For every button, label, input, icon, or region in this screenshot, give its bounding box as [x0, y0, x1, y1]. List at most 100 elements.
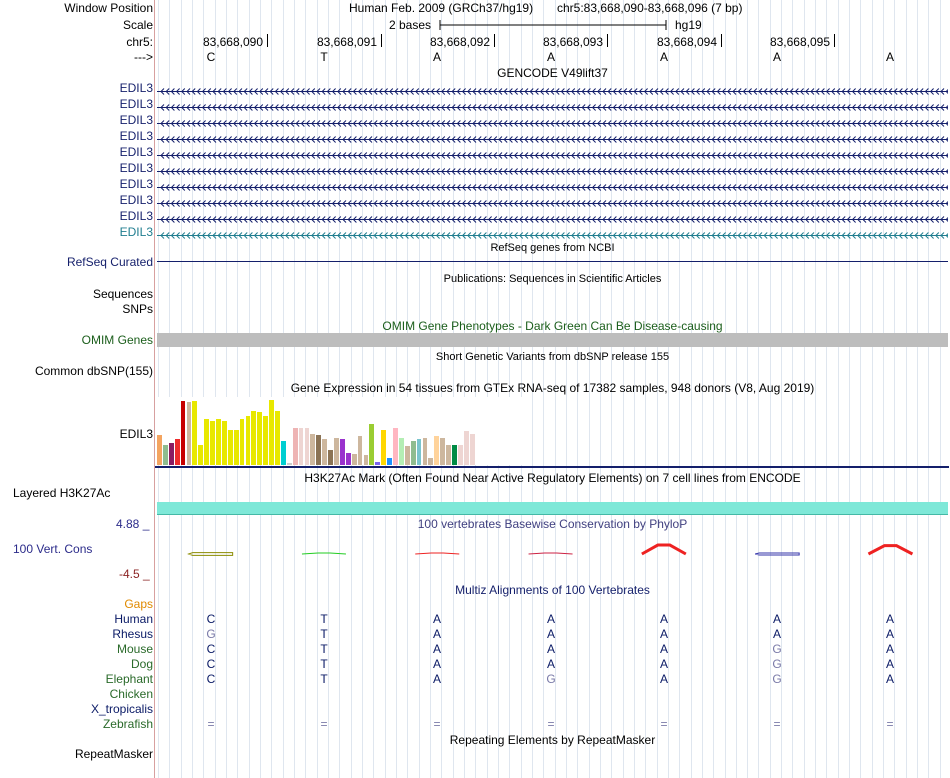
gtex-tissue-bar[interactable]	[351, 454, 357, 465]
gtex-tissue-bar[interactable]	[263, 416, 269, 465]
gtex-tissue-bar[interactable]	[422, 438, 428, 465]
multiz-species-label[interactable]: Rhesus	[112, 627, 153, 641]
gencode-transcript-label[interactable]: EDIL3	[119, 145, 153, 159]
phylop-value-mark[interactable]	[415, 552, 460, 555]
gtex-tissue-bar[interactable]	[304, 428, 310, 465]
gtex-tissue-bar[interactable]	[328, 450, 333, 465]
gtex-tissue-bar[interactable]	[275, 411, 280, 465]
gencode-transcript-strand[interactable]	[157, 100, 950, 111]
phylop-value-mark[interactable]	[867, 544, 914, 556]
gtex-tissue-bar[interactable]	[233, 430, 239, 465]
gencode-transcript-label[interactable]: EDIL3	[119, 193, 153, 207]
gtex-tissue-bar[interactable]	[375, 462, 381, 465]
gtex-tissue-bar[interactable]	[463, 431, 469, 465]
omim-gene-bar[interactable]	[157, 333, 948, 347]
multiz-species-label[interactable]: Dog	[130, 657, 153, 671]
gencode-transcript-strand[interactable]	[157, 148, 950, 159]
gtex-tissue-bar[interactable]	[186, 402, 192, 465]
gtex-tissue-bar[interactable]	[180, 401, 186, 465]
gtex-tissue-bar[interactable]	[452, 445, 457, 465]
gtex-tissue-bar[interactable]	[416, 439, 422, 465]
gtex-tissue-bar[interactable]	[410, 441, 416, 465]
gtex-tissue-bar[interactable]	[381, 430, 387, 465]
gtex-tissue-bar[interactable]	[446, 445, 451, 465]
gtex-tissue-bar[interactable]	[280, 441, 286, 465]
gtex-tissue-bar[interactable]	[363, 455, 369, 465]
dbsnp-track-label[interactable]: Common dbSNP(155)	[34, 364, 153, 378]
phylop-track-label[interactable]: 100 Vert. Cons	[13, 542, 93, 556]
multiz-species-label[interactable]: Mouse	[116, 642, 153, 656]
phylop-value-mark[interactable]	[187, 552, 234, 556]
phylop-value-mark[interactable]	[641, 543, 687, 556]
gtex-tissue-bar[interactable]	[322, 439, 328, 465]
gtex-tissue-bar[interactable]	[393, 428, 398, 465]
gencode-transcript-label[interactable]: EDIL3	[119, 161, 153, 175]
gtex-tissue-bar[interactable]	[227, 430, 233, 465]
gtex-tissue-bar[interactable]	[198, 445, 204, 465]
gencode-transcript-strand[interactable]	[157, 132, 950, 143]
repeatmasker-track-label[interactable]: RepeatMasker	[74, 747, 153, 761]
gencode-transcript-strand[interactable]	[157, 228, 950, 239]
gencode-transcript-label[interactable]: EDIL3	[119, 177, 153, 191]
gtex-bar-chart[interactable]	[156, 397, 531, 465]
gencode-transcript-strand[interactable]	[157, 164, 950, 175]
gtex-tissue-bar[interactable]	[192, 401, 198, 465]
omim-track-label[interactable]: OMIM Genes	[81, 333, 153, 347]
gencode-transcript-strand[interactable]	[157, 180, 950, 191]
gencode-transcript-label[interactable]: EDIL3	[119, 209, 153, 223]
gtex-tissue-bar[interactable]	[245, 416, 251, 465]
refseq-gene-line[interactable]	[157, 261, 948, 262]
gtex-tissue-bar[interactable]	[457, 445, 463, 465]
gtex-tissue-bar[interactable]	[292, 428, 298, 465]
gtex-tissue-bar[interactable]	[216, 419, 221, 465]
gtex-tissue-bar[interactable]	[357, 436, 363, 465]
gtex-tissue-bar[interactable]	[269, 400, 274, 465]
gtex-tissue-bar[interactable]	[257, 412, 263, 465]
publications-sequences-label[interactable]: Sequences	[92, 287, 153, 301]
gtex-tissue-bar[interactable]	[404, 446, 410, 465]
gencode-transcript-label[interactable]: EDIL3	[119, 225, 153, 239]
gtex-tissue-bar[interactable]	[251, 411, 257, 465]
gtex-tissue-bar[interactable]	[398, 438, 404, 465]
multiz-species-label[interactable]: Human	[114, 612, 153, 626]
gtex-track-label[interactable]: EDIL3	[119, 427, 153, 441]
gtex-tissue-bar[interactable]	[434, 436, 440, 465]
gtex-tissue-bar[interactable]	[286, 463, 292, 465]
phylop-plot[interactable]	[157, 531, 948, 571]
multiz-gaps-label[interactable]: Gaps	[124, 597, 153, 611]
gtex-tissue-bar[interactable]	[204, 419, 210, 465]
h3k27ac-track-label[interactable]: Layered H3K27Ac	[13, 486, 111, 500]
gtex-tissue-bar[interactable]	[469, 434, 475, 465]
gencode-transcript-label[interactable]: EDIL3	[119, 97, 153, 111]
gencode-transcript-strand[interactable]	[157, 84, 950, 95]
gencode-transcript-strand[interactable]	[157, 212, 950, 223]
gencode-transcript-label[interactable]: EDIL3	[119, 113, 153, 127]
multiz-species-label[interactable]: Elephant	[105, 672, 153, 686]
phylop-value-mark[interactable]	[528, 552, 573, 555]
refseq-track-label[interactable]: RefSeq Curated	[66, 255, 153, 269]
gtex-tissue-bar[interactable]	[369, 424, 375, 465]
gtex-tissue-bar[interactable]	[387, 458, 392, 465]
gencode-transcript-label[interactable]: EDIL3	[119, 81, 153, 95]
gtex-tissue-bar[interactable]	[221, 421, 227, 465]
gtex-tissue-bar[interactable]	[339, 439, 345, 465]
h3k27ac-signal[interactable]	[157, 502, 948, 515]
publications-snps-label[interactable]: SNPs	[122, 302, 153, 316]
gtex-tissue-bar[interactable]	[210, 421, 215, 465]
gtex-tissue-bar[interactable]	[316, 435, 322, 465]
gtex-tissue-bar[interactable]	[428, 458, 434, 465]
gtex-tissue-bar[interactable]	[440, 438, 446, 465]
gencode-transcript-label[interactable]: EDIL3	[119, 129, 153, 143]
gtex-tissue-bar[interactable]	[162, 445, 168, 465]
phylop-value-mark[interactable]	[755, 552, 800, 556]
multiz-species-label[interactable]: Chicken	[109, 687, 153, 701]
phylop-value-mark[interactable]	[301, 552, 346, 555]
gtex-tissue-bar[interactable]	[174, 439, 180, 465]
gencode-transcript-strand[interactable]	[157, 196, 950, 207]
gtex-tissue-bar[interactable]	[168, 443, 174, 465]
gtex-tissue-bar[interactable]	[239, 419, 245, 465]
gtex-tissue-bar[interactable]	[334, 438, 339, 465]
gtex-tissue-bar[interactable]	[310, 434, 316, 465]
multiz-species-label[interactable]: Zebrafish	[102, 717, 153, 731]
